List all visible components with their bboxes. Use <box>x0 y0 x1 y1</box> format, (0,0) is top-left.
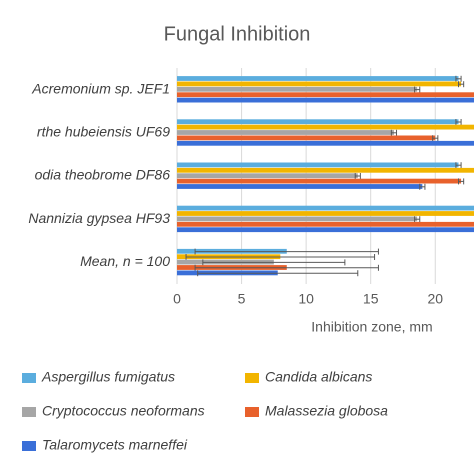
legend-swatch <box>245 373 259 383</box>
bar <box>177 130 394 135</box>
legend-swatch <box>245 407 259 417</box>
x-tick-label: 5 <box>238 291 246 307</box>
bar <box>177 211 474 216</box>
legend-label: Talaromycets marneffei <box>42 437 188 453</box>
error-bar <box>390 129 398 136</box>
error-bar <box>455 119 462 125</box>
legend-swatch <box>22 373 36 383</box>
bar <box>177 140 474 146</box>
bar <box>177 86 418 92</box>
error-bar <box>419 183 426 190</box>
legend-label: Aspergillus fumigatus <box>41 369 175 385</box>
error-bar <box>202 259 346 266</box>
bar <box>177 124 474 130</box>
bar <box>177 205 474 211</box>
error-bar <box>455 162 462 169</box>
error-bar <box>197 270 359 277</box>
bar <box>177 162 459 168</box>
error-bar <box>432 135 439 142</box>
error-bar <box>354 173 361 179</box>
x-axis-label: Inhibition zone, mm <box>311 319 432 335</box>
error-bar <box>458 81 465 88</box>
bar <box>177 184 423 189</box>
bar <box>177 81 462 87</box>
x-tick-label: 10 <box>298 291 314 307</box>
error-bar <box>414 216 421 223</box>
y-tick-label: odia theobrome DF86 <box>35 167 171 183</box>
y-tick-label: Mean, n = 100 <box>80 253 170 269</box>
y-tick-label: Nannizia gypsea HF93 <box>28 210 170 226</box>
chart-title: Fungal Inhibition <box>164 23 311 45</box>
bar <box>177 119 459 125</box>
error-bar <box>185 254 376 260</box>
legend-label: Candida albicans <box>265 369 372 385</box>
y-tick-label: rthe hubeiensis UF69 <box>37 124 170 140</box>
bar <box>177 167 474 173</box>
error-bar <box>414 86 421 93</box>
bar <box>177 216 418 222</box>
error-bar <box>458 178 465 185</box>
bar <box>177 221 474 227</box>
error-bar <box>194 264 379 271</box>
x-tick-label: 20 <box>427 291 443 307</box>
bar <box>177 76 459 81</box>
bar <box>177 92 474 98</box>
legend-swatch <box>22 407 36 417</box>
legend-swatch <box>22 441 36 451</box>
error-bar <box>194 248 379 255</box>
legend-label: Malassezia globosa <box>265 403 388 419</box>
x-tick-label: 0 <box>173 291 181 307</box>
bar <box>177 135 436 141</box>
error-bar <box>455 75 462 82</box>
bar <box>177 97 474 103</box>
x-tick-label: 15 <box>363 291 379 307</box>
bar <box>177 178 462 184</box>
bar <box>177 173 358 179</box>
bar <box>177 227 474 233</box>
y-tick-label: Acremonium sp. JEF1 <box>31 80 170 96</box>
legend-label: Cryptococcus neoformans <box>42 403 205 419</box>
